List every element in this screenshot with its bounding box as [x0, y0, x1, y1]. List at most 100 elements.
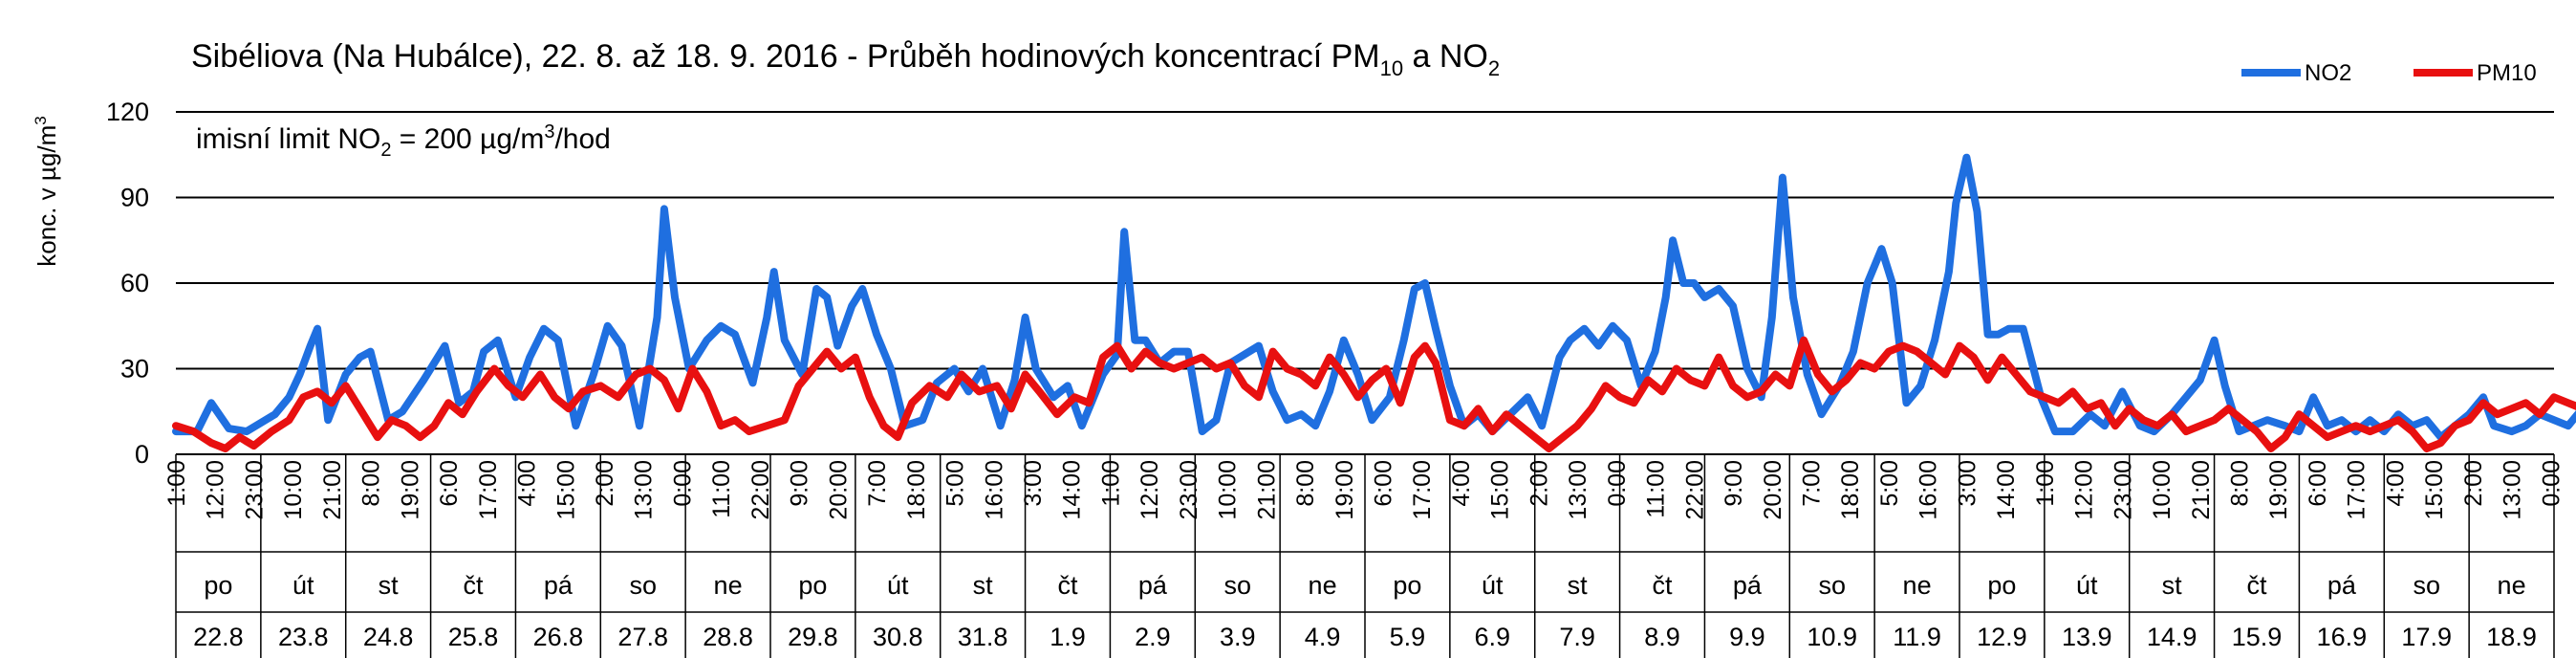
- x-hour-label: 1:00: [1097, 460, 1124, 507]
- x-hour-label: 18:00: [903, 460, 930, 520]
- x-hour-label: 19:00: [397, 460, 423, 520]
- weekday-label: čt: [463, 571, 484, 600]
- weekday-label: st: [973, 571, 994, 600]
- legend: NO2 PM10: [2241, 60, 2537, 86]
- x-hour-label: 21:00: [1253, 460, 1280, 520]
- date-label: 10.9: [1807, 623, 1857, 651]
- date-label: 1.9: [1050, 623, 1086, 651]
- x-hour-label: 4:00: [2382, 460, 2409, 507]
- weekday-label: po: [1987, 571, 2016, 600]
- weekday-label: so: [629, 571, 657, 600]
- x-hour-label: 20:00: [825, 460, 852, 520]
- date-label: 31.8: [958, 623, 1008, 651]
- weekday-label: pá: [2327, 571, 2357, 600]
- series-line-pm10: [172, 336, 2576, 452]
- svg-text:Sibéliova (Na Hubálce), 22. 8.: Sibéliova (Na Hubálce), 22. 8. až 18. 9.…: [191, 38, 1500, 80]
- chart-title: Sibéliova (Na Hubálce), 22. 8. až 18. 9.…: [191, 38, 1500, 80]
- x-hour-label: 1:00: [2032, 460, 2059, 507]
- x-hour-label: 17:00: [475, 460, 502, 520]
- x-hour-label: 21:00: [2188, 460, 2215, 520]
- date-label: 5.9: [1390, 623, 1426, 651]
- x-hour-label: 21:00: [319, 460, 346, 520]
- x-hour-label: 19:00: [2265, 460, 2292, 520]
- x-hour-label: 14:00: [1059, 460, 1086, 520]
- date-label: 18.9: [2486, 623, 2537, 651]
- x-hour-label: 9:00: [787, 460, 813, 507]
- x-hour-label: 3:00: [1954, 460, 1981, 507]
- weekday-label: st: [379, 571, 400, 600]
- x-hour-label: 1:00: [163, 460, 190, 507]
- x-hour-label: 23:00: [2110, 460, 2136, 520]
- x-hour-label: 12:00: [2071, 460, 2098, 520]
- legend-label-no2: NO2: [2305, 60, 2351, 86]
- date-label: 25.8: [448, 623, 499, 651]
- weekday-label: pá: [1138, 571, 1168, 600]
- x-hour-label: 15:00: [1487, 460, 1514, 520]
- x-hour-label: 6:00: [1371, 460, 1397, 507]
- y-axis-ticks: 0 30 60 90 120: [106, 98, 149, 469]
- date-label: 16.9: [2317, 623, 2368, 651]
- date-label: 14.9: [2147, 623, 2197, 651]
- weekday-label: st: [2162, 571, 2183, 600]
- limit-annotation: imisní limit NO2 = 200 µg/m3/hod: [196, 121, 611, 161]
- x-hour-label: 4:00: [1448, 460, 1475, 507]
- x-hour-label: 15:00: [2421, 460, 2448, 520]
- x-hour-label: 6:00: [436, 460, 463, 507]
- weekday-label: ne: [1903, 571, 1932, 600]
- series-lines: [172, 153, 2576, 452]
- x-hour-label: 18:00: [1837, 460, 1864, 520]
- weekday-label: po: [1393, 571, 1421, 600]
- weekday-label: ne: [714, 571, 743, 600]
- y-tick-label: 60: [120, 269, 149, 297]
- date-label: 13.9: [2062, 623, 2112, 651]
- weekday-label: čt: [1057, 571, 1078, 600]
- weekday-label: ne: [2498, 571, 2526, 600]
- x-hour-label: 22:00: [1681, 460, 1708, 520]
- weekday-label: út: [887, 571, 909, 600]
- date-label: 22.8: [193, 623, 244, 651]
- x-hour-label: 17:00: [1409, 460, 1436, 520]
- weekday-label: čt: [2246, 571, 2267, 600]
- x-hour-label: 13:00: [1565, 460, 1591, 520]
- x-hour-label: 16:00: [981, 460, 1007, 520]
- x-hour-label: 20:00: [1760, 460, 1786, 520]
- y-tick-label: 120: [106, 98, 149, 126]
- weekday-label: po: [204, 571, 232, 600]
- x-hour-label: 12:00: [203, 460, 229, 520]
- x-hour-label: 11:00: [708, 460, 735, 518]
- x-hour-label: 7:00: [1799, 460, 1826, 507]
- series-line-no2: [172, 153, 2576, 442]
- x-hour-label: 22:00: [747, 460, 774, 520]
- date-label: 28.8: [703, 623, 753, 651]
- x-hour-label: 7:00: [864, 460, 891, 507]
- date-label: 7.9: [1559, 623, 1595, 651]
- weekday-label: út: [1482, 571, 1504, 600]
- x-hour-label: 6:00: [2305, 460, 2331, 507]
- weekday-label: pá: [544, 571, 574, 600]
- x-hour-label: 13:00: [2500, 460, 2526, 520]
- weekday-label: pá: [1733, 571, 1763, 600]
- date-label: 15.9: [2232, 623, 2283, 651]
- weekday-label: út: [2076, 571, 2098, 600]
- y-tick-label: 0: [135, 440, 149, 469]
- x-hour-label: 5:00: [1876, 460, 1903, 507]
- x-axis-table: 1:00 12:00 23:00 10:00 21:00 8:00 19:00 6:00 17:…: [163, 454, 2565, 658]
- weekday-label: so: [1818, 571, 1846, 600]
- x-hour-label: 10:00: [280, 460, 307, 520]
- x-hour-label: 15:00: [552, 460, 579, 520]
- x-hour-label: 8:00: [358, 460, 385, 507]
- x-hour-label: 2:00: [1526, 460, 1552, 507]
- x-hour-label: 16:00: [1916, 460, 1942, 520]
- weekday-label: út: [292, 571, 314, 600]
- y-tick-label: 90: [120, 184, 149, 212]
- x-hour-label: 5:00: [942, 460, 969, 507]
- y-axis-label: konc. v µg/m3: [32, 116, 61, 266]
- x-hour-label: 2:00: [2460, 460, 2487, 507]
- date-label: 9.9: [1729, 623, 1765, 651]
- x-hour-label: 11:00: [1643, 460, 1670, 518]
- x-hour-label: 13:00: [631, 460, 658, 520]
- date-label: 30.8: [873, 623, 923, 651]
- weekday-label: čt: [1652, 571, 1673, 600]
- x-hour-label: 4:00: [514, 460, 541, 507]
